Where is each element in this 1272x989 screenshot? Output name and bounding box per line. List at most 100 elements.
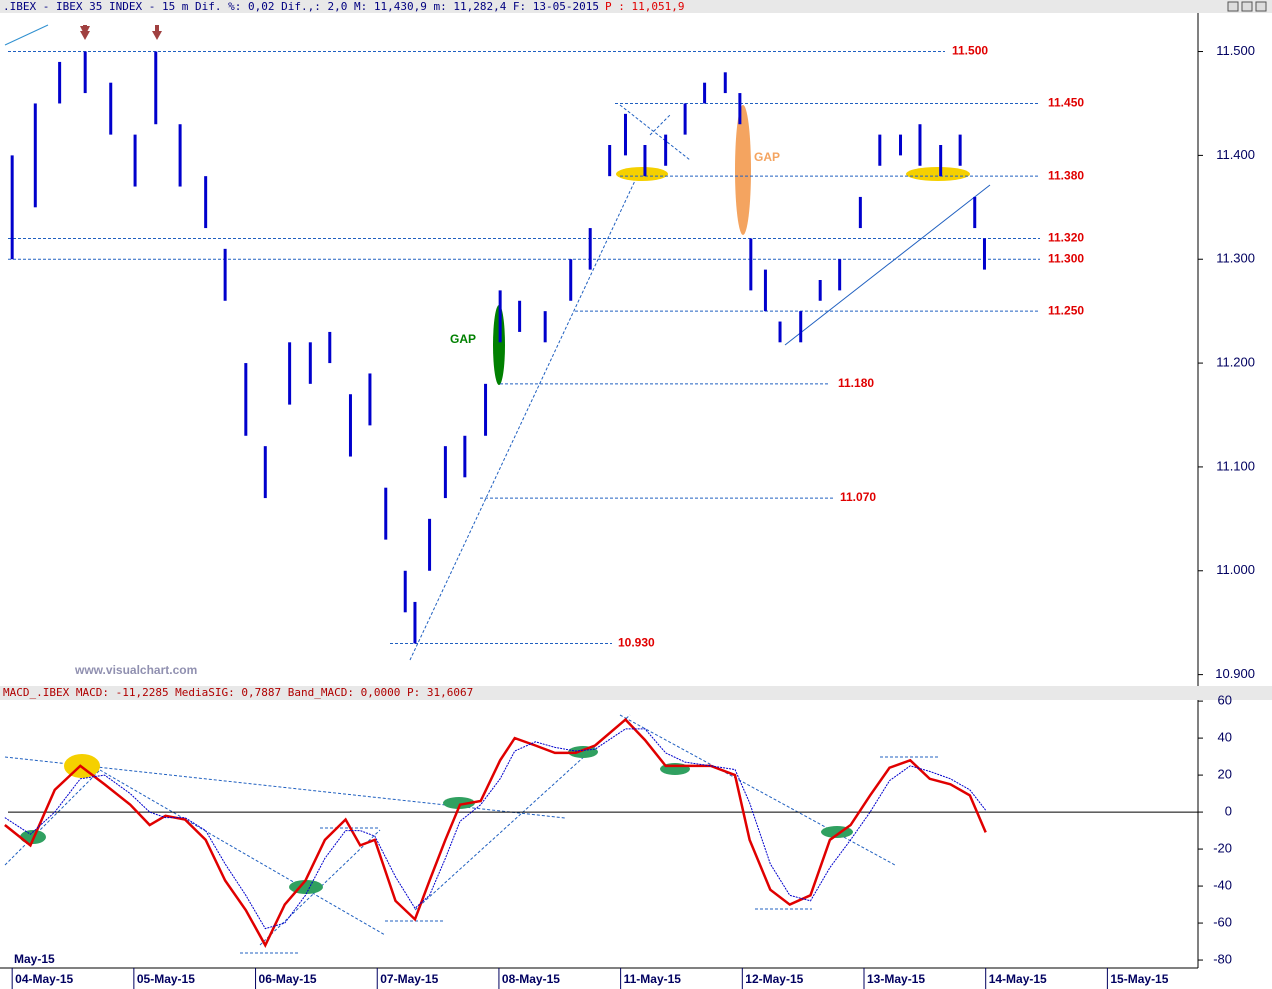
y-tick-label: 11.500 <box>1216 43 1255 58</box>
price-bar <box>858 196 862 229</box>
y-tick-label: 11.000 <box>1216 562 1255 577</box>
y-tick-label: 11.400 <box>1216 147 1255 162</box>
price-bar <box>608 145 612 177</box>
price-bar <box>498 290 502 343</box>
arrow <box>80 31 90 40</box>
level-label: 11.380 <box>1048 168 1084 182</box>
price-bar <box>204 176 208 229</box>
price-bar <box>83 51 87 94</box>
y-tick-label: -40 <box>1213 878 1232 893</box>
price-bar <box>543 311 547 343</box>
price-bar <box>899 134 903 156</box>
price-bar <box>973 196 977 229</box>
button[interactable] <box>1241 1 1253 12</box>
price-bar <box>58 61 62 104</box>
price-bar <box>958 134 962 166</box>
annotation: GAP <box>450 332 476 346</box>
annotation: GAP <box>754 150 780 164</box>
price-bar <box>838 259 842 291</box>
x-tick-label: 06-May-15 <box>259 972 317 986</box>
price-bar <box>263 446 267 499</box>
y-tick-label: -80 <box>1213 951 1232 966</box>
price-bar <box>749 238 753 291</box>
price-bar <box>109 82 113 135</box>
price-bar <box>738 93 742 125</box>
price-bar <box>623 113 627 156</box>
chart-title: .IBEX - IBEX 35 INDEX - 15 m Dif. %: 0,0… <box>3 0 599 13</box>
x-tick-label: 05-May-15 <box>137 972 195 986</box>
price-bar <box>683 103 687 135</box>
y-tick-label: 60 <box>1218 693 1232 708</box>
gap-marker <box>735 105 751 235</box>
price-bar <box>799 311 803 343</box>
arrow <box>155 25 159 31</box>
x-tick-label: 15-May-15 <box>1110 972 1168 986</box>
price-bar <box>703 82 707 104</box>
price-bar <box>982 238 986 270</box>
y-tick-label: 11.300 <box>1216 251 1255 266</box>
price-bar <box>403 570 407 613</box>
level-label: 11.450 <box>1048 96 1084 110</box>
price-bar <box>918 124 922 166</box>
level-label: 10.930 <box>618 636 655 650</box>
price-bar <box>664 134 668 166</box>
price-bar <box>939 145 943 177</box>
panel-separator <box>0 686 1272 700</box>
price-bar <box>10 155 14 260</box>
arrow <box>83 25 87 31</box>
price-bar <box>463 435 467 478</box>
price-bar <box>288 342 292 405</box>
price-bar <box>778 321 782 343</box>
price-bar <box>428 518 432 571</box>
period-label: May-15 <box>14 952 55 966</box>
highlight <box>906 167 970 181</box>
price-bar <box>569 259 573 301</box>
y-tick-label: -60 <box>1213 914 1232 929</box>
macd-line <box>4 717 987 948</box>
price-bar <box>348 394 352 457</box>
price-bar <box>643 145 647 177</box>
price-bar <box>33 103 37 208</box>
x-tick-label: 07-May-15 <box>380 972 438 986</box>
y-tick-label: 40 <box>1218 730 1232 745</box>
level-label: 11.070 <box>840 490 876 504</box>
x-tick-label: 13-May-15 <box>867 972 925 986</box>
button[interactable] <box>1255 1 1267 12</box>
y-tick-label: 11.100 <box>1216 458 1255 473</box>
button[interactable] <box>1227 1 1239 12</box>
y-tick-label: 20 <box>1218 767 1232 782</box>
x-tick-label: 14-May-15 <box>989 972 1047 986</box>
arrow <box>152 31 162 40</box>
price-bar <box>244 363 248 436</box>
price-bar <box>484 383 488 436</box>
price-bar <box>133 134 137 187</box>
highlights <box>20 25 970 894</box>
y-tick-label: 0 <box>1225 804 1232 819</box>
highlight <box>568 746 598 758</box>
price-bar <box>818 280 822 301</box>
price-bar <box>178 124 182 187</box>
last-price: P : 11,051,9 <box>605 0 684 13</box>
y-tick-label: -20 <box>1213 841 1232 856</box>
price-bar <box>588 228 592 270</box>
signal-line <box>4 728 987 930</box>
level-label: 11.500 <box>952 44 988 58</box>
price-bar <box>763 269 767 312</box>
header-bar <box>0 0 1272 13</box>
price-bar <box>723 72 727 94</box>
x-tick-label: 08-May-15 <box>502 972 560 986</box>
macd-title: MACD_.IBEX MACD: -11,2285 MediaSIG: 0,78… <box>3 686 473 699</box>
price-bar <box>518 300 522 332</box>
level-label: 11.300 <box>1048 251 1084 265</box>
x-tick-label: 04-May-15 <box>15 972 73 986</box>
price-bar <box>368 373 372 426</box>
price-bar <box>413 601 417 644</box>
price-bar <box>154 51 158 125</box>
price-bar <box>443 446 447 499</box>
price-bar <box>878 134 882 166</box>
price-bar <box>328 331 332 364</box>
highlight <box>443 797 475 809</box>
gap-marker <box>493 305 505 385</box>
level-label: 11.250 <box>1048 303 1084 317</box>
